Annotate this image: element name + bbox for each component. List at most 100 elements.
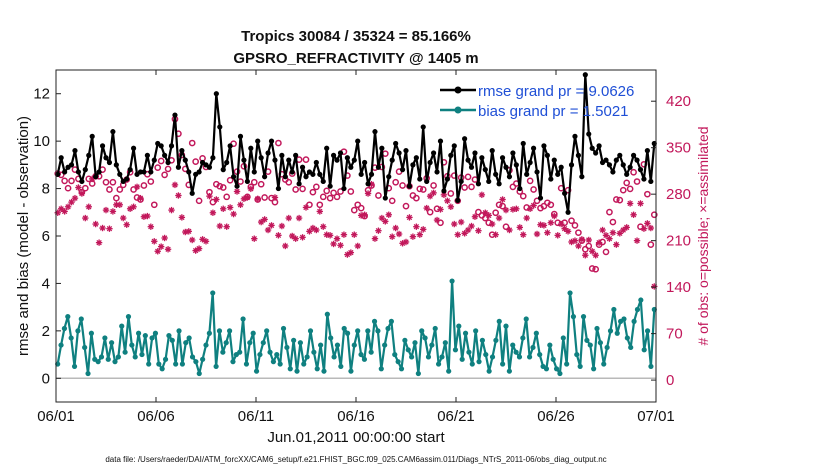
- assimilated-mark-d2: [310, 225, 316, 231]
- rmse-point: [344, 155, 350, 161]
- possible-count-point: [592, 265, 600, 273]
- possible-count-point: [261, 194, 268, 201]
- rmse-point: [172, 112, 178, 118]
- assimilated-count-point: [333, 235, 341, 242]
- bias-point: [152, 330, 159, 336]
- assimilated-count-point: [206, 192, 213, 200]
- bias-point: [597, 340, 603, 346]
- bias-point: [243, 361, 250, 367]
- assimilated-mark-d2: [72, 195, 78, 201]
- y-tick-label: 6: [42, 228, 50, 245]
- assimilated-count-point: [161, 234, 168, 242]
- bias-point: [58, 342, 64, 348]
- bias-point: [179, 361, 186, 367]
- bias-point: [260, 340, 266, 346]
- assimilated-mark-d2: [403, 239, 409, 245]
- assimilated-count-point: [61, 208, 68, 215]
- assimilated-count-point: [171, 181, 179, 189]
- rmse-point: [641, 176, 647, 182]
- rmse-point: [506, 174, 513, 180]
- assimilated-count-point: [409, 233, 417, 240]
- possible-count-point: [575, 229, 582, 237]
- bias-point: [78, 316, 84, 322]
- assimilated-count-point: [413, 223, 420, 230]
- rmse-point: [455, 197, 461, 204]
- rmse-point: [562, 190, 568, 196]
- rmse-point: [213, 91, 219, 97]
- chart-subtitle: GPSRO_REFRACTIVITY @ 1405 m: [233, 50, 478, 67]
- bias-point: [550, 356, 556, 362]
- assimilated-count-point: [582, 252, 589, 259]
- bias-point: [220, 349, 226, 355]
- assimilated-mark-d2: [630, 212, 637, 218]
- bias-point: [371, 318, 378, 324]
- assimilated-count-point: [626, 200, 634, 207]
- assimilated-mark-d2: [544, 229, 551, 236]
- possible-count-point: [147, 178, 155, 185]
- bias-point: [479, 337, 486, 343]
- rmse-point: [72, 148, 78, 154]
- bias-point: [216, 328, 223, 334]
- assimilated-count-point: [389, 233, 396, 240]
- rmse-point: [610, 169, 616, 175]
- assimilated-count-point: [561, 225, 568, 232]
- bias-point: [173, 361, 179, 367]
- assimilated-mark-d2: [634, 237, 640, 244]
- assimilated-count-point: [247, 185, 255, 193]
- rmse-point: [268, 138, 275, 144]
- assimilated-count-point: [468, 222, 475, 230]
- assimilated-count-point: [430, 189, 437, 197]
- bias-point: [318, 342, 324, 348]
- rmse-point: [282, 174, 288, 180]
- rmse-point: [493, 171, 499, 177]
- assimilated-count-point: [513, 205, 520, 212]
- rmse-point: [372, 129, 378, 135]
- assimilated-mark-d2: [534, 231, 540, 237]
- rmse-point: [513, 162, 519, 168]
- bias-point: [594, 325, 600, 332]
- assimilated-mark-d2: [365, 190, 371, 197]
- possible-count-point: [140, 182, 148, 189]
- bias-point: [183, 340, 189, 346]
- assimilated-mark-d2: [627, 200, 633, 207]
- assimilated-mark-d2: [282, 243, 289, 249]
- possible-count-point: [106, 186, 113, 193]
- chart-title: Tropics 30084 / 35324 = 85.166%: [241, 28, 471, 45]
- rmse-point: [468, 164, 475, 170]
- assimilated-count-point: [375, 227, 382, 234]
- bias-point: [109, 340, 115, 346]
- possible-count-point: [309, 188, 317, 196]
- possible-count-point: [623, 179, 631, 187]
- bias-point: [469, 361, 475, 367]
- bias-point: [125, 314, 132, 320]
- assimilated-mark-d2: [358, 212, 364, 219]
- assimilated-count-point: [251, 235, 258, 242]
- bias-point: [203, 342, 209, 348]
- rmse-point: [162, 152, 168, 158]
- bias-point: [631, 318, 637, 324]
- assimilated-mark-d2: [472, 214, 478, 220]
- assimilated-mark-d2: [168, 207, 175, 213]
- rmse-point: [96, 169, 102, 175]
- x-tick-label: 06/16: [337, 408, 375, 425]
- possible-count-point: [519, 192, 527, 200]
- rmse-point: [324, 145, 330, 151]
- assimilated-count-point: [547, 219, 555, 226]
- assimilated-mark-d2: [134, 184, 140, 190]
- assimilated-count-point: [144, 212, 151, 220]
- assimilated-mark-d2: [155, 248, 161, 254]
- assimilated-mark-d2: [217, 223, 223, 229]
- bias-point: [560, 335, 566, 341]
- rmse-point: [86, 152, 92, 158]
- assimilated-mark-d2: [561, 225, 568, 232]
- assimilated-mark-d2: [292, 235, 299, 242]
- possible-count-point: [157, 157, 165, 165]
- possible-count-point: [375, 192, 382, 199]
- bias-point: [439, 354, 445, 360]
- assimilated-mark-d2: [434, 217, 440, 223]
- assimilated-mark-d2: [220, 206, 226, 212]
- assimilated-count-point: [244, 194, 251, 201]
- bias-point: [274, 351, 280, 358]
- assimilated-mark-d2: [420, 226, 426, 233]
- bias-point: [449, 278, 455, 284]
